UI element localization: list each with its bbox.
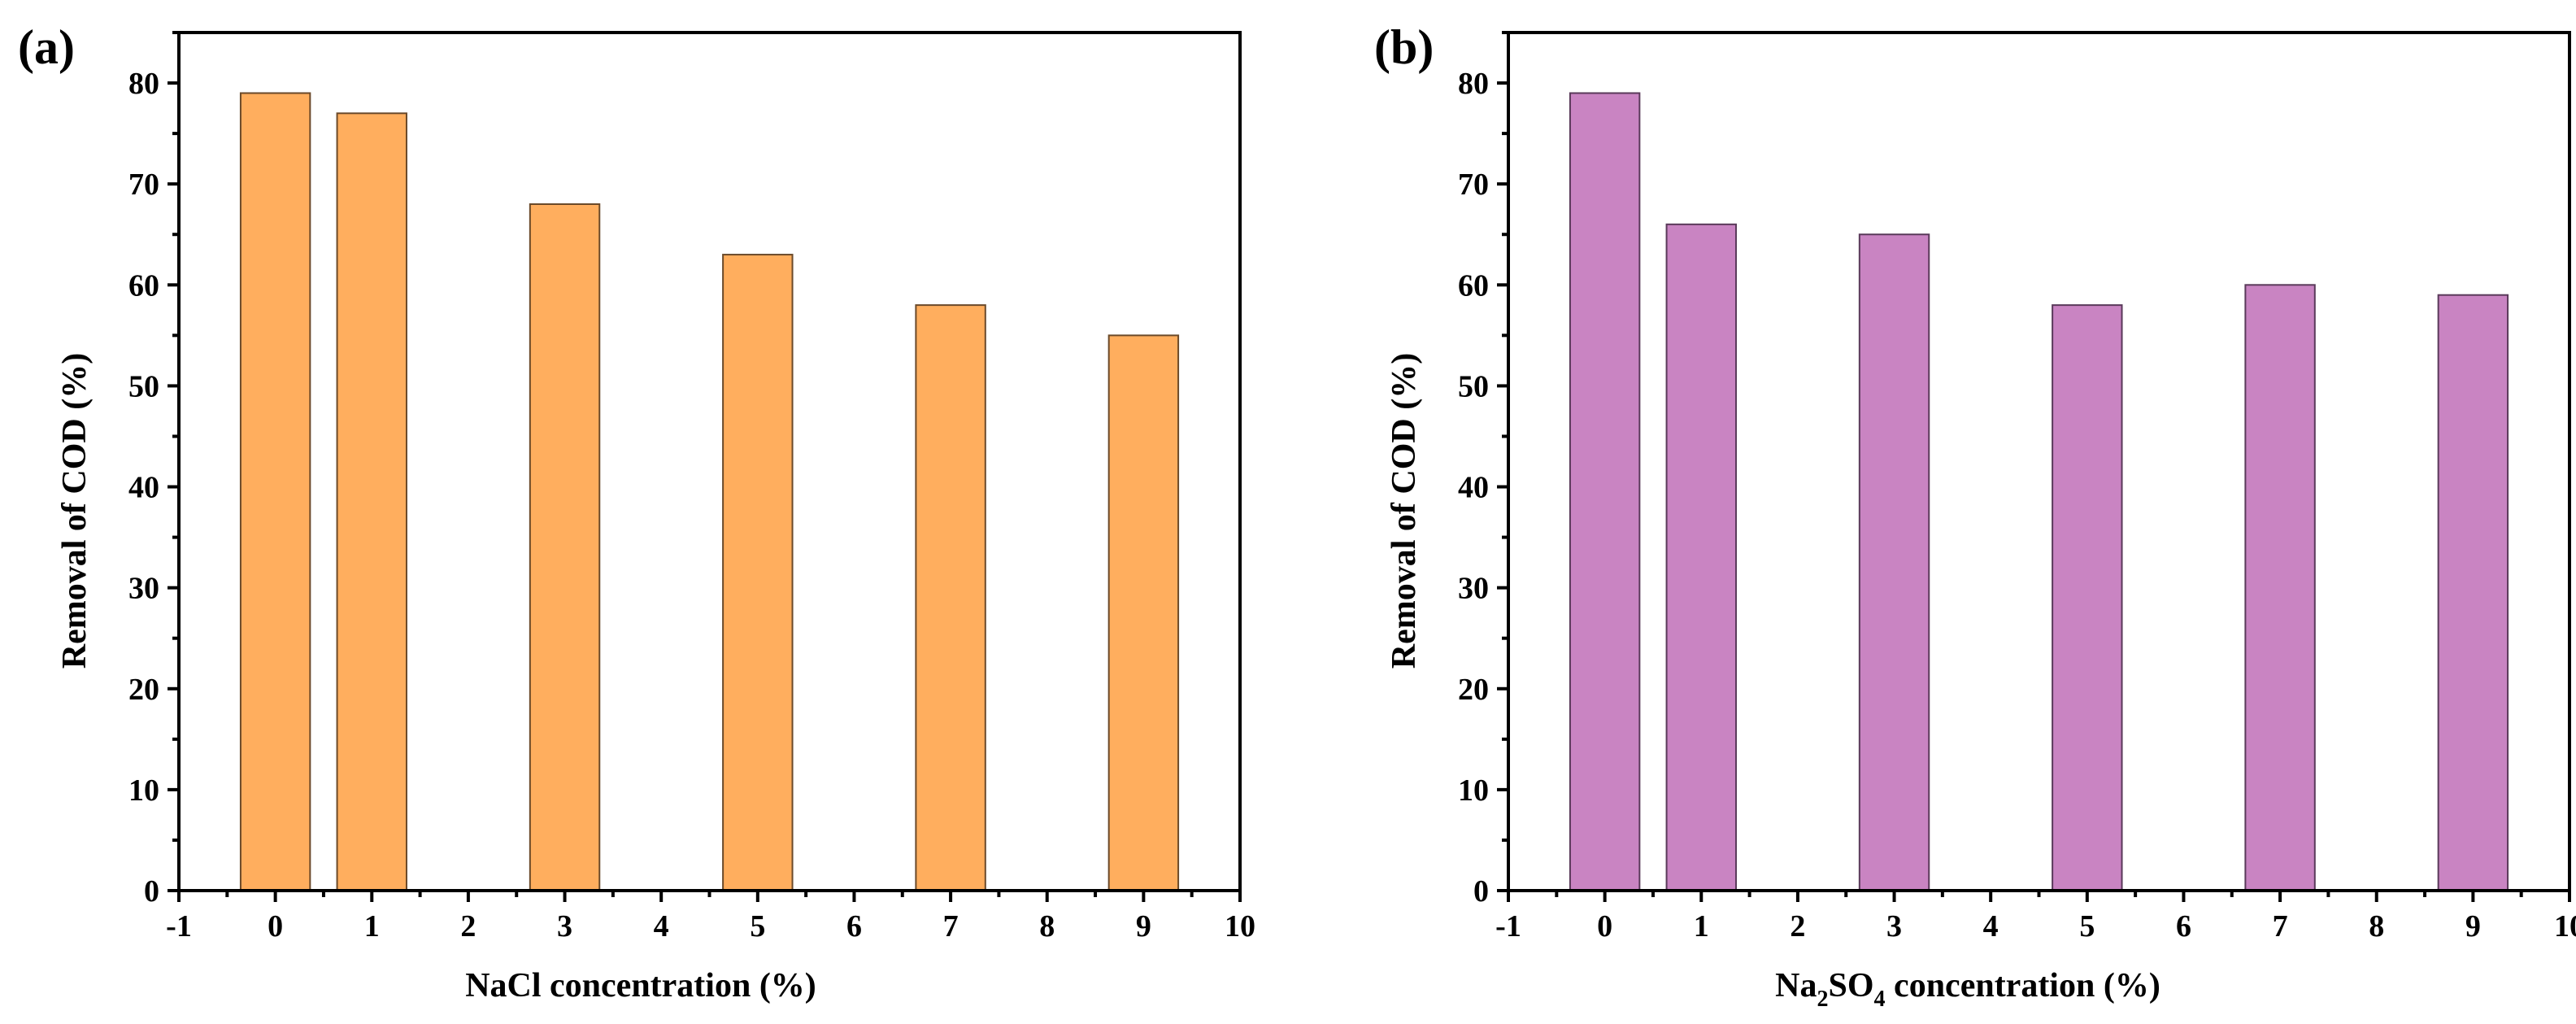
y-tick-label-b: 80 (1458, 67, 1489, 101)
x-axis-label-b-part1: Na (1775, 967, 1817, 1004)
x-tick-label-b: 4 (1983, 909, 1999, 943)
x-tick-label-a: 10 (1225, 909, 1255, 943)
x-tick-label-b: -1 (1495, 909, 1521, 943)
y-tick-label-a: 70 (128, 168, 159, 202)
y-axis-label-a: Removal of COD (%) (56, 353, 94, 669)
bar-a-1 (336, 112, 407, 891)
x-tick-label-a: 3 (557, 909, 572, 943)
y-tick-label-b: 20 (1458, 673, 1489, 707)
x-axis-label-b: Na2SO4 concentration (%) (1775, 967, 2160, 1012)
x-tick-label-a: 2 (460, 909, 476, 943)
x-tick-label-a: 0 (268, 909, 283, 943)
y-tick-label-a: 60 (128, 268, 159, 303)
x-tick-label-a: 8 (1039, 909, 1055, 943)
y-tick-label-a: 50 (128, 369, 159, 403)
y-tick-label-a: 80 (128, 67, 159, 101)
x-axis-label-b-part3: concentration (%) (1886, 967, 2160, 1004)
bar-b-9 (2437, 294, 2509, 891)
panel-b-label: (b) (1374, 20, 1434, 74)
x-axis-label-b-sub1: 2 (1817, 987, 1829, 1012)
y-tick-label-a: 0 (144, 874, 159, 909)
x-tick-label-b: 5 (2079, 909, 2095, 943)
x-tick-label-b: 2 (1790, 909, 1805, 943)
y-tick-label-a: 10 (128, 773, 159, 808)
x-tick-label-b: 3 (1886, 909, 1902, 943)
y-tick-label-b: 0 (1473, 874, 1489, 909)
bar-b-5 (2052, 304, 2123, 891)
bar-a-7 (915, 304, 986, 891)
y-tick-label-a: 20 (128, 673, 159, 707)
x-tick-label-a: -1 (166, 909, 192, 943)
bar-b-7 (2244, 284, 2316, 891)
x-tick-label-b: 1 (1694, 909, 1709, 943)
y-tick-label-b: 70 (1458, 168, 1489, 202)
x-tick-label-a: 9 (1136, 909, 1151, 943)
x-tick-label-a: 1 (364, 909, 380, 943)
x-axis-label-a: NaCl concentration (%) (465, 967, 816, 1004)
bar-a-9 (1107, 334, 1180, 891)
bar-a-3 (529, 203, 601, 891)
y-tick-label-b: 10 (1458, 773, 1489, 808)
y-tick-label-b: 60 (1458, 268, 1489, 303)
x-tick-label-a: 6 (846, 909, 862, 943)
bar-b-1 (1665, 223, 1737, 891)
x-tick-label-b: 9 (2465, 909, 2481, 943)
bar-b-3 (1858, 233, 1930, 891)
y-tick-label-b: 40 (1458, 471, 1489, 505)
panel-a-label: (a) (18, 20, 75, 74)
y-tick-label-b: 50 (1458, 369, 1489, 403)
x-axis-label-b-part2: SO (1829, 967, 1874, 1004)
x-tick-label-b: 8 (2369, 909, 2384, 943)
y-tick-label-a: 30 (128, 572, 159, 606)
x-tick-label-b: 7 (2273, 909, 2288, 943)
bar-a-0 (239, 92, 311, 892)
bar-b-0 (1569, 92, 1641, 892)
x-tick-label-a: 5 (750, 909, 765, 943)
x-tick-label-a: 4 (654, 909, 669, 943)
y-tick-label-b: 30 (1458, 572, 1489, 606)
y-axis-label-b: Removal of COD (%) (1386, 353, 1423, 669)
bar-a-5 (722, 254, 794, 891)
x-tick-label-b: 10 (2554, 909, 2576, 943)
y-tick-label-a: 40 (128, 471, 159, 505)
x-tick-label-b: 0 (1597, 909, 1612, 943)
x-tick-label-b: 6 (2176, 909, 2191, 943)
x-tick-label-a: 7 (943, 909, 959, 943)
x-axis-label-b-sub2: 4 (1874, 987, 1886, 1012)
